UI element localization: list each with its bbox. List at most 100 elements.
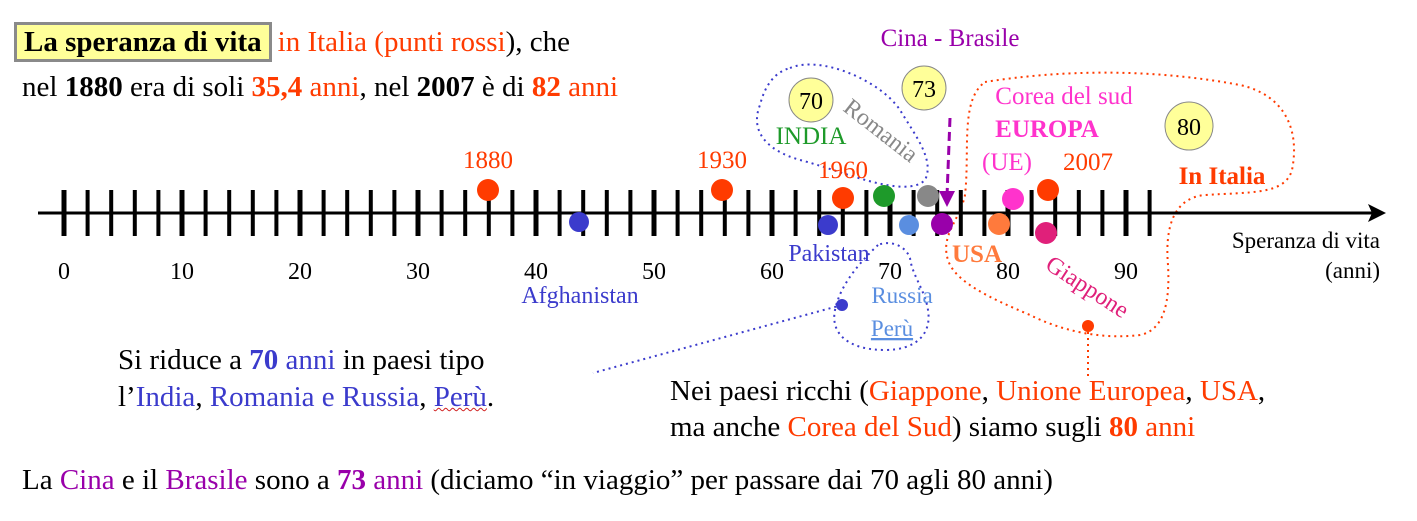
point-italy-1930 bbox=[711, 179, 733, 201]
note-left-70: 70 bbox=[249, 344, 279, 376]
connector-line-left-note bbox=[592, 304, 843, 374]
axis-tick-label: 10 bbox=[170, 259, 194, 285]
note-left-line-2: l’India, Romania e Russia, Perù. bbox=[118, 380, 494, 414]
note-right-comma-3: , bbox=[1257, 375, 1266, 407]
header-paren-open: ( bbox=[374, 26, 384, 58]
point-afghanistan bbox=[569, 212, 589, 232]
axis-tick-label: 30 bbox=[406, 259, 430, 285]
axis-tick-label: 20 bbox=[288, 259, 312, 285]
bubble-70 bbox=[788, 77, 834, 123]
point-europa bbox=[1002, 188, 1024, 210]
header-punti-rossi: punti rossi bbox=[383, 26, 506, 58]
axis-tick-label: 50 bbox=[642, 259, 666, 285]
page-title: La speranza di vita bbox=[14, 22, 272, 62]
note-left-l: l’ bbox=[118, 381, 136, 413]
header-value-35-4: 35,4 bbox=[251, 71, 303, 103]
note-left-comma-2: , bbox=[419, 381, 427, 413]
header-year-2007: 2007 bbox=[416, 71, 475, 103]
year-label-2007: 2007 bbox=[1063, 149, 1113, 176]
russia-peru-region-outline bbox=[833, 242, 930, 352]
note-right-80: 80 bbox=[1108, 411, 1138, 443]
footer-la: La bbox=[22, 464, 53, 496]
note-right-nei-paesi: Nei paesi ricchi ( bbox=[670, 375, 869, 407]
axis-tick-label: 80 bbox=[996, 259, 1020, 285]
note-right-line-2: ma anche Corea del Sud) siamo sugli 80 a… bbox=[670, 410, 1195, 444]
axis-tick-labels: 0 10 20 30 40 50 60 70 80 90 bbox=[58, 259, 1138, 285]
point-cina-brasile bbox=[931, 213, 953, 235]
note-right-anni: anni bbox=[1145, 411, 1196, 443]
point-romania bbox=[917, 185, 939, 207]
axis-tick-label: 70 bbox=[878, 259, 902, 285]
bubble-73 bbox=[901, 65, 947, 111]
note-right-line-1: Nei paesi ricchi (Giappone, Unione Europ… bbox=[670, 374, 1265, 408]
header-che: ), che bbox=[505, 26, 571, 58]
bubble-70-label: 70 bbox=[799, 89, 823, 115]
note-left-romania-russia: Romania e Russia bbox=[209, 381, 420, 413]
year-label-1960: 1960 bbox=[818, 157, 868, 184]
header-era-di-soli: era di soli bbox=[129, 71, 245, 103]
point-giappone bbox=[1035, 222, 1057, 244]
note-left-line-1: Si riduce a 70 anni in paesi tipo bbox=[118, 343, 484, 377]
label-pakistan: Pakistan bbox=[788, 241, 869, 267]
rich-countries-region-outline bbox=[945, 71, 1296, 338]
cina-brasile-arrowhead bbox=[939, 191, 955, 207]
label-cina-brasile: Cina - Brasile bbox=[881, 25, 1020, 52]
point-usa bbox=[988, 213, 1010, 235]
romania-india-region-outline bbox=[755, 63, 929, 188]
label-india: INDIA bbox=[776, 123, 847, 150]
axis-tick-label: 90 bbox=[1114, 259, 1138, 285]
header-anni-1: anni bbox=[309, 71, 360, 103]
label-corea: Corea del sud bbox=[995, 83, 1133, 110]
note-right-comma-2: , bbox=[1185, 375, 1193, 407]
note-right-corea: Corea del Sud bbox=[787, 411, 952, 443]
cina-brasile-arrow bbox=[945, 117, 952, 197]
year-label-1880: 1880 bbox=[463, 147, 513, 174]
axis-tick-label: 60 bbox=[760, 259, 784, 285]
note-left-period: . bbox=[486, 381, 495, 413]
point-italy-2007 bbox=[1037, 179, 1059, 201]
footer-line: La Cina e il Brasile sono a 73 anni (dic… bbox=[22, 463, 1053, 497]
note-right-siamo-sugli: ) siamo sugli bbox=[951, 411, 1102, 443]
footer-cina: Cina bbox=[59, 464, 115, 496]
year-label-1930: 1930 bbox=[697, 147, 747, 174]
note-right-comma-1: , bbox=[981, 375, 989, 407]
note-left-paesi-tipo: in paesi tipo bbox=[342, 344, 485, 376]
note-left-india: India bbox=[135, 381, 196, 413]
header-nel: nel bbox=[22, 71, 58, 103]
header-anni-2: anni bbox=[568, 71, 619, 103]
axis-tick-label: 40 bbox=[524, 259, 548, 285]
point-russia bbox=[899, 215, 919, 235]
footer-anni: anni bbox=[373, 464, 424, 496]
footer-rest: (diciamo “in viaggio” per passare dai 70… bbox=[430, 464, 1053, 496]
bubble-73-label: 73 bbox=[912, 77, 936, 103]
point-india bbox=[873, 185, 895, 207]
header-nel-2: , nel bbox=[359, 71, 410, 103]
point-italy-1960 bbox=[832, 187, 854, 209]
axis-arrowhead bbox=[1368, 204, 1386, 222]
label-ue: (UE) bbox=[982, 149, 1032, 176]
footer-sono-a: sono a bbox=[254, 464, 330, 496]
note-right-ue: Unione Europea bbox=[996, 375, 1186, 407]
label-afghanistan: Afghanistan bbox=[521, 283, 638, 309]
header-e-di: è di bbox=[481, 71, 525, 103]
header-line-2: nel 1880 era di soli 35,4 anni, nel 2007… bbox=[22, 70, 618, 104]
label-russia: Russia bbox=[871, 283, 932, 308]
point-italy-1880 bbox=[477, 179, 499, 201]
footer-73: 73 bbox=[336, 464, 366, 496]
note-left-anni: anni bbox=[285, 344, 336, 376]
point-russia-peru-marker bbox=[836, 299, 848, 311]
label-europa: EUROPA bbox=[995, 116, 1099, 143]
axis-tick-label: 0 bbox=[58, 259, 70, 285]
bubble-80-label: 80 bbox=[1177, 115, 1201, 141]
footer-brasile: Brasile bbox=[165, 464, 248, 496]
header-in-italia: in Italia bbox=[277, 26, 368, 58]
point-pakistan bbox=[818, 215, 838, 235]
note-right-giappone: Giappone bbox=[868, 375, 982, 407]
note-right-ma-anche: ma anche bbox=[670, 411, 781, 443]
label-in-italia: In Italia bbox=[1179, 163, 1266, 190]
note-left-peru: Perù bbox=[433, 381, 487, 413]
note-left-si-riduce: Si riduce a bbox=[118, 344, 243, 376]
header-line-1: La speranza di vita in Italia (punti ross… bbox=[14, 22, 570, 62]
axis-title-line2: (anni) bbox=[1325, 258, 1380, 283]
